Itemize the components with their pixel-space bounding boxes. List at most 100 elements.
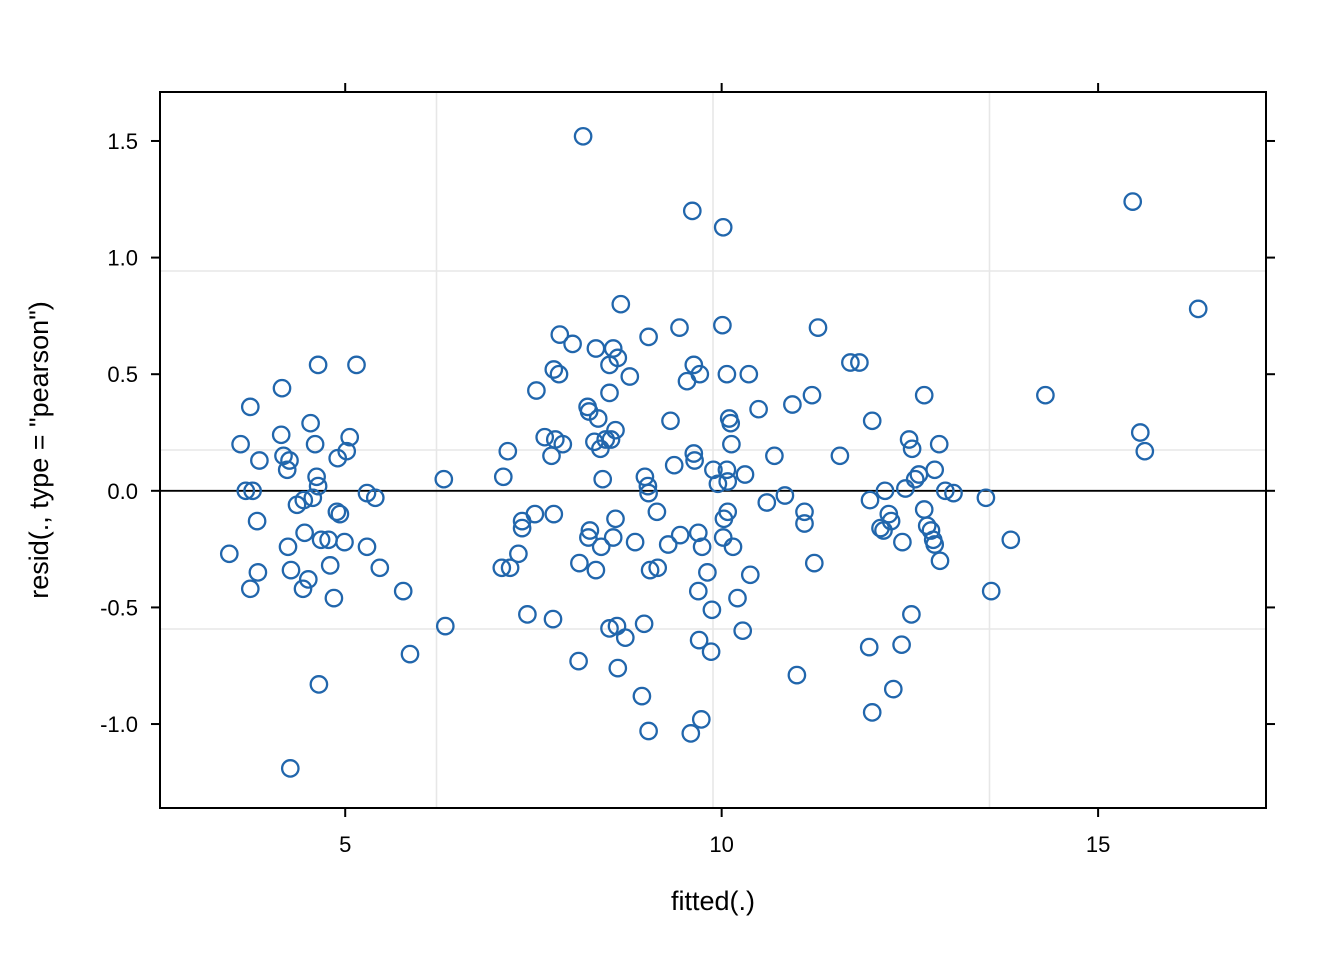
data-point bbox=[708, 474, 728, 494]
data-point bbox=[435, 616, 455, 636]
data-point bbox=[608, 658, 628, 678]
y-axis-tick-label: 0.0 bbox=[107, 479, 138, 504]
data-point bbox=[570, 553, 589, 573]
data-point bbox=[294, 490, 314, 510]
x-axis-tick-label: 10 bbox=[709, 832, 733, 857]
data-point bbox=[692, 537, 712, 557]
data-point bbox=[243, 481, 262, 501]
data-point bbox=[921, 521, 941, 540]
data-point bbox=[606, 509, 625, 529]
data-point bbox=[721, 413, 741, 433]
data-point bbox=[682, 201, 702, 221]
data-point bbox=[550, 325, 570, 344]
data-point bbox=[689, 630, 709, 650]
data-point bbox=[930, 551, 950, 571]
data-point bbox=[563, 334, 582, 354]
data-point bbox=[935, 481, 955, 501]
data-point bbox=[357, 537, 377, 557]
data-point bbox=[739, 364, 759, 384]
data-point bbox=[580, 521, 600, 540]
data-point bbox=[647, 502, 667, 522]
data-point bbox=[1001, 530, 1021, 550]
data-point bbox=[862, 411, 882, 431]
data-point bbox=[305, 434, 325, 454]
data-point bbox=[603, 528, 623, 547]
data-point bbox=[549, 364, 569, 384]
data-point bbox=[859, 637, 879, 657]
data-point bbox=[632, 686, 652, 706]
data-point bbox=[717, 460, 737, 480]
data-point bbox=[596, 430, 616, 449]
data-point bbox=[976, 488, 996, 508]
data-point bbox=[698, 563, 717, 582]
data-point bbox=[303, 488, 323, 508]
data-point bbox=[670, 525, 690, 545]
data-point bbox=[295, 523, 314, 543]
data-point bbox=[875, 481, 895, 501]
data-point bbox=[553, 434, 573, 454]
data-point bbox=[929, 434, 949, 454]
data-point bbox=[902, 605, 921, 624]
data-point bbox=[1130, 423, 1150, 442]
data-point bbox=[240, 579, 260, 599]
data-point bbox=[335, 532, 354, 552]
data-point bbox=[925, 460, 945, 480]
data-point bbox=[593, 469, 613, 489]
data-point bbox=[498, 441, 518, 461]
data-point bbox=[434, 469, 454, 489]
data-point bbox=[301, 413, 320, 433]
data-point bbox=[893, 532, 912, 552]
data-point bbox=[717, 364, 737, 384]
data-point bbox=[691, 710, 711, 729]
x-axis-tick-label: 15 bbox=[1086, 832, 1110, 857]
data-point bbox=[280, 451, 299, 470]
data-point bbox=[1036, 385, 1055, 405]
data-point bbox=[320, 556, 340, 575]
data-point bbox=[365, 488, 385, 508]
data-point bbox=[723, 537, 743, 557]
data-point bbox=[899, 430, 919, 449]
data-point bbox=[625, 532, 645, 552]
data-point bbox=[713, 528, 733, 547]
data-point bbox=[804, 553, 824, 573]
data-point bbox=[850, 353, 869, 372]
data-point bbox=[808, 318, 828, 337]
data-point bbox=[611, 294, 631, 314]
data-point bbox=[308, 355, 328, 375]
data-point bbox=[324, 588, 344, 608]
data-point bbox=[783, 395, 802, 414]
data-point bbox=[330, 504, 350, 524]
data-point bbox=[787, 665, 807, 685]
data-point bbox=[735, 465, 755, 484]
data-point bbox=[841, 353, 860, 372]
data-point bbox=[327, 502, 347, 522]
data-point bbox=[527, 381, 546, 400]
data-point bbox=[775, 486, 795, 505]
data-point bbox=[795, 502, 814, 522]
y-axis-tick-label: -0.5 bbox=[100, 595, 138, 620]
data-point bbox=[896, 479, 915, 498]
data-point bbox=[914, 385, 934, 405]
data-point bbox=[543, 609, 563, 629]
y-axis-tick-label: 1.5 bbox=[107, 129, 138, 154]
data-point bbox=[620, 367, 640, 386]
data-point bbox=[591, 537, 611, 557]
data-point bbox=[248, 563, 268, 582]
data-point bbox=[1188, 299, 1208, 319]
data-point bbox=[871, 518, 890, 538]
data-point bbox=[902, 439, 922, 459]
data-point bbox=[615, 628, 635, 648]
data-point bbox=[1123, 192, 1143, 211]
data-point bbox=[728, 588, 747, 608]
data-point bbox=[600, 383, 619, 403]
data-point bbox=[393, 581, 413, 601]
data-point bbox=[512, 511, 532, 531]
x-axis-tick-label: 5 bbox=[339, 832, 351, 857]
data-point bbox=[1135, 441, 1155, 461]
data-point bbox=[713, 217, 733, 237]
data-point bbox=[981, 581, 1001, 601]
data-point bbox=[231, 434, 250, 454]
data-point bbox=[701, 642, 721, 662]
